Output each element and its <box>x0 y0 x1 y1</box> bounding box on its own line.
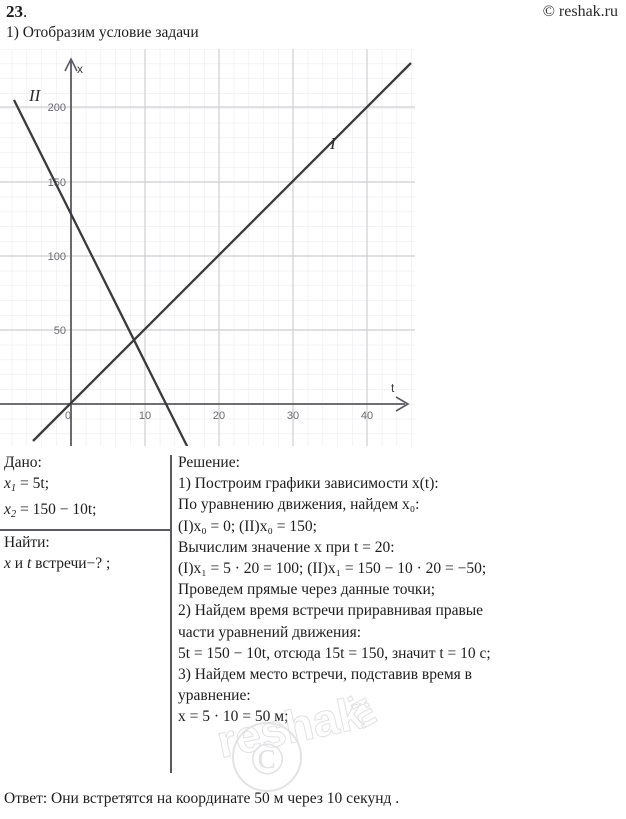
axes <box>0 61 405 446</box>
find-line: x и t встречи−? ; <box>0 553 168 574</box>
given-line-2-sub: 2 <box>10 508 17 520</box>
given-line-2-rest: = 150 − 10t; <box>16 500 97 518</box>
line-series-I <box>32 62 412 442</box>
answer-text: Ответ: Они встретятся на координате 50 м… <box>4 790 400 807</box>
horizontal-divider <box>0 529 172 531</box>
solution-line: части уравнений движения: <box>178 623 362 641</box>
find-var-x: x <box>4 555 11 572</box>
coordinate-graph: x t 200 150 100 50 0 10 20 30 40 I II <box>0 49 626 446</box>
find-title: Найти: <box>4 534 50 551</box>
x-tick-30: 30 <box>287 410 299 422</box>
y-tick-50: 50 <box>54 325 66 337</box>
x-tick-20: 20 <box>213 410 225 422</box>
major-gridlines-horizontal <box>0 106 415 331</box>
solution-table: Дано: x1 = 5t; x2 = 150 − 10t; Найти: x … <box>0 452 626 782</box>
find-rest: встречи−? ; <box>31 555 111 572</box>
x-axis-arrow-icon <box>64 57 78 72</box>
solution-line: 5t = 150 − 10t, отсюда 15t = 150, значит… <box>178 644 491 662</box>
y-tick-200: 200 <box>48 102 66 114</box>
given-line-1-rest: = 5t; <box>16 475 49 492</box>
solution-line: Проведем прямые через данные точки; <box>178 581 436 599</box>
given-line-1: x1 = 5t; <box>0 473 168 499</box>
t-axis-label: t <box>391 381 395 395</box>
given-title: Дано: <box>4 454 42 471</box>
given-line-2-var: x <box>4 500 11 518</box>
y-tick-labels: 200 150 100 50 <box>48 102 66 337</box>
task-number-dot: . <box>23 2 28 21</box>
x-axis-label: x <box>77 62 83 76</box>
t-axis-arrow-icon <box>395 396 410 412</box>
x-tick-labels: 0 10 20 30 40 <box>65 410 373 422</box>
major-gridlines-vertical <box>144 49 368 446</box>
solution-line: (I)x₀ = 0; (II)x₀ = 150; <box>178 517 317 535</box>
given-line-2: x2 = 150 − 10t; <box>0 499 168 525</box>
header: 23. © reshak.ru 1) Отобразим условие зад… <box>0 0 626 50</box>
graph-svg: x t 200 150 100 50 0 10 20 30 40 I II <box>0 49 415 446</box>
solution-line: По уравнению движения, найдем x₀: <box>178 496 420 514</box>
find-var-t: t <box>26 555 32 572</box>
solution-line: уравнение: <box>178 687 251 705</box>
y-tick-150: 150 <box>48 177 66 189</box>
vertical-divider <box>170 455 172 773</box>
series-label-II: II <box>28 86 42 105</box>
find-section: Найти: x и t встречи−? ; <box>0 532 168 574</box>
solution-line: Вычислим значение x при t = 20: <box>178 538 395 556</box>
solution-line: x = 5 · 10 = 50 м; <box>178 708 289 726</box>
minor-gridlines <box>0 49 415 446</box>
x-tick-40: 40 <box>361 410 373 422</box>
solution-section: Решение: 1) Построим графики зависимости… <box>178 452 626 728</box>
solution-line: 3) Найдем место встречи, подставив время… <box>178 666 473 684</box>
series-label-I: I <box>329 134 337 153</box>
solution-line: 2) Найдем время встречи приравнивая прав… <box>178 602 484 620</box>
task-number-value: 23 <box>6 2 23 21</box>
page-title: 23. <box>6 2 27 22</box>
find-conjunction: и <box>10 555 27 572</box>
solution-line: (I)x₁ = 5 · 20 = 100; (II)x₁ = 150 − 10 … <box>178 560 487 578</box>
x-tick-0: 0 <box>65 410 71 422</box>
x-tick-10: 10 <box>139 410 151 422</box>
watermark-copyright: © reshak.ru <box>542 3 618 20</box>
solution-title: Решение: <box>178 454 240 471</box>
y-tick-100: 100 <box>48 251 66 263</box>
line-series-II <box>12 99 189 446</box>
given-line-1-var: x <box>4 475 11 492</box>
step-intro-text: 1) Отобразим условие задачи <box>6 24 199 41</box>
given-line-1-sub: 1 <box>10 482 17 494</box>
solution-line: 1) Построим графики зависимости x(t): <box>178 475 439 493</box>
given-section: Дано: x1 = 5t; x2 = 150 − 10t; <box>0 452 168 525</box>
